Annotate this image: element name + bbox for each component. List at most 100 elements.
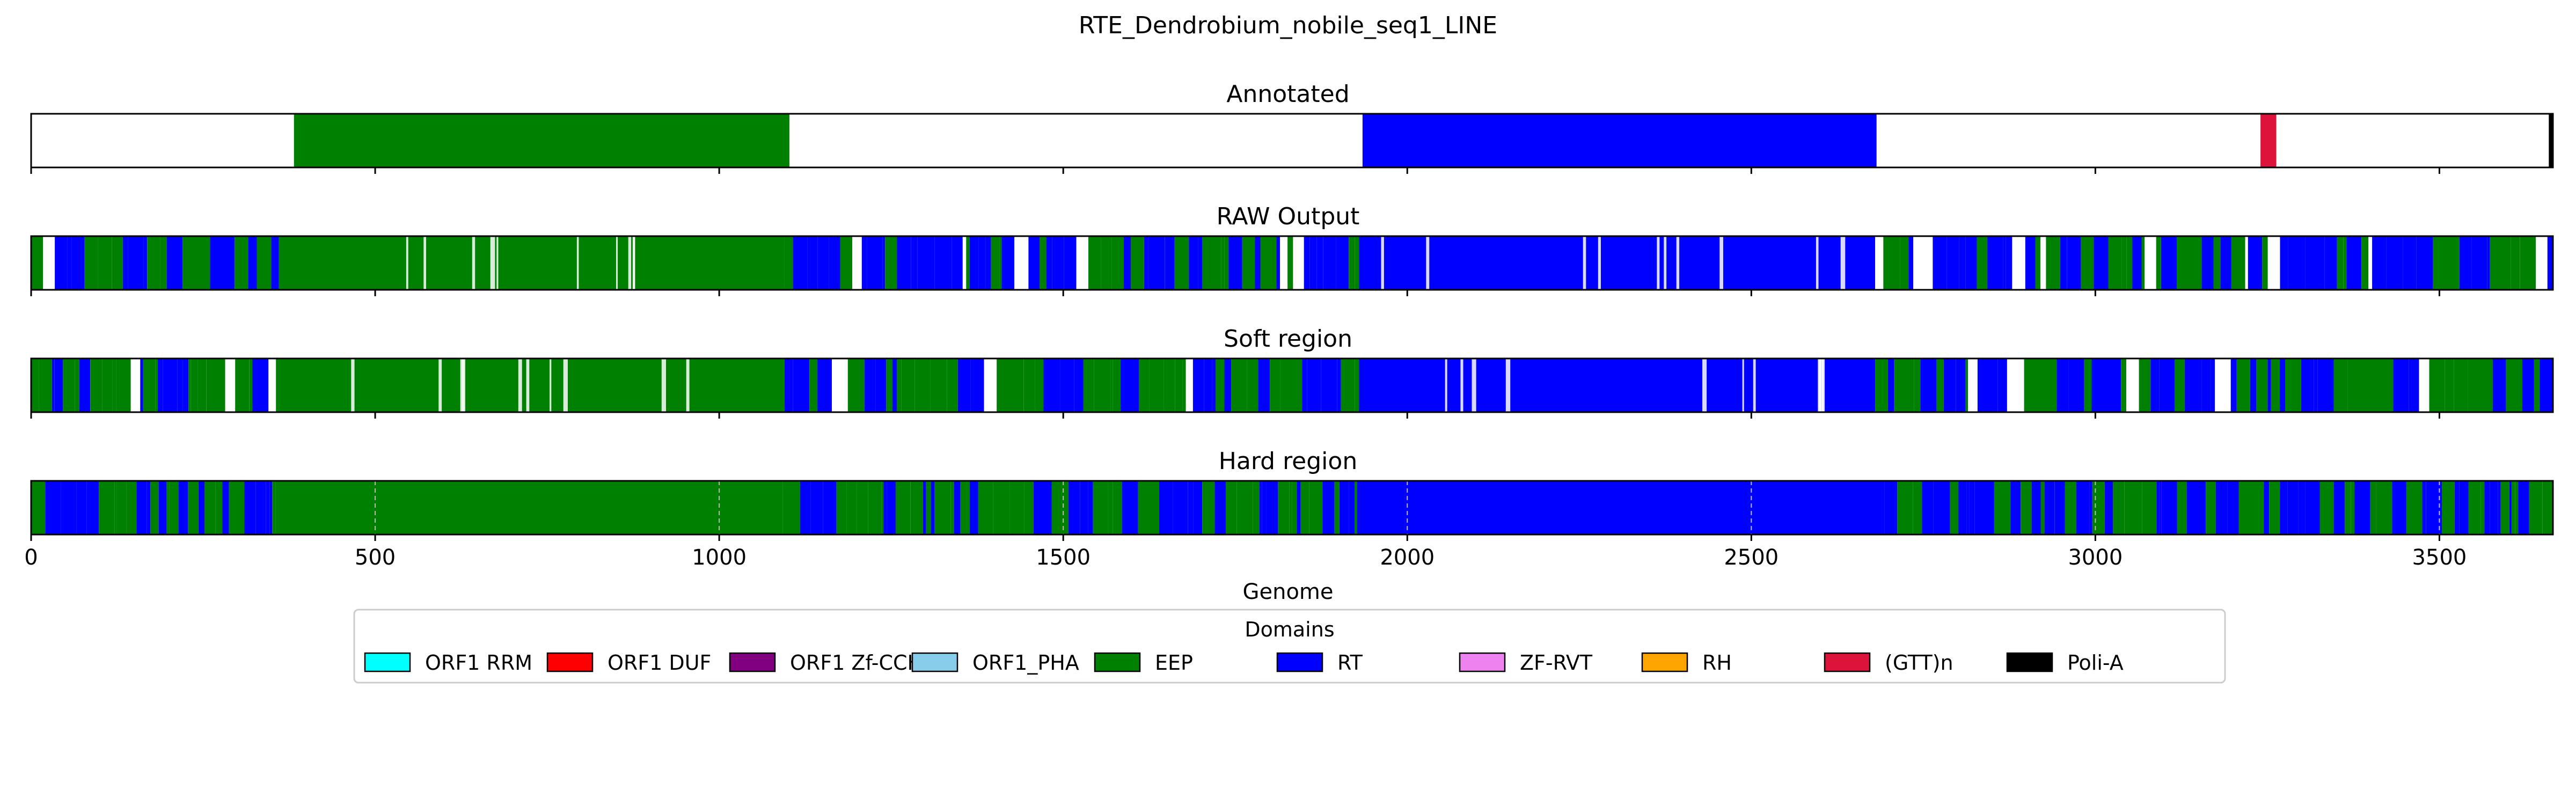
domain-segment bbox=[257, 236, 272, 290]
domain-segment bbox=[2490, 481, 2498, 535]
legend-item: ORF1 Zf-CCHC bbox=[729, 651, 937, 675]
segment-gap bbox=[1753, 358, 1756, 412]
domain-segment bbox=[2494, 236, 2511, 290]
domain-segment bbox=[43, 236, 55, 290]
domain-segment bbox=[2245, 236, 2248, 290]
domain-segment bbox=[966, 236, 970, 290]
domain-segment bbox=[2490, 236, 2494, 290]
segment-gap bbox=[1583, 236, 1586, 290]
domain-segment bbox=[1355, 481, 1357, 535]
segment-gap bbox=[628, 236, 632, 290]
domain-segment bbox=[225, 358, 236, 412]
domain-segment bbox=[2547, 236, 2553, 290]
domain-segment bbox=[191, 236, 206, 290]
domain-segment bbox=[2046, 236, 2060, 290]
domain-segment bbox=[2236, 358, 2250, 412]
domain-segment bbox=[910, 481, 923, 535]
domain-segment bbox=[1216, 358, 1225, 412]
x-axis: 0 500 1000 1500 2000 2500 3000 3500 bbox=[24, 545, 2467, 570]
domain-segment bbox=[2406, 481, 2423, 535]
domain-segment bbox=[229, 481, 245, 535]
domain-segment bbox=[1359, 358, 1876, 412]
domain-segment bbox=[1300, 481, 1309, 535]
domain-segment bbox=[970, 481, 978, 535]
domain-segment bbox=[188, 481, 199, 535]
domain-segment bbox=[1337, 358, 1341, 412]
domain-segment bbox=[215, 481, 223, 535]
domain-segment bbox=[1316, 236, 1323, 290]
domain-segment bbox=[1144, 236, 1148, 290]
domain-segment bbox=[1210, 236, 1221, 290]
domain-segment bbox=[926, 481, 931, 535]
domain-segment bbox=[2395, 481, 2406, 535]
domain-segment bbox=[2529, 481, 2543, 535]
domain-segment bbox=[218, 236, 235, 290]
domain-segment bbox=[882, 236, 885, 290]
domain-segment bbox=[1913, 481, 1922, 535]
domain-segment bbox=[143, 358, 156, 412]
domain-segment bbox=[2403, 236, 2417, 290]
domain-segment bbox=[917, 236, 935, 290]
domain-segment bbox=[810, 481, 823, 535]
legend-swatch bbox=[1094, 652, 1141, 672]
segment-gap bbox=[571, 481, 576, 535]
domain-segment bbox=[2250, 358, 2257, 412]
domain-segment bbox=[169, 481, 179, 535]
domain-segment bbox=[1946, 236, 1959, 290]
domain-segment bbox=[128, 236, 144, 290]
domain-segment bbox=[800, 481, 811, 535]
domain-segment bbox=[71, 236, 85, 290]
x-tick-label: 1000 bbox=[692, 545, 747, 570]
domain-segment bbox=[1920, 358, 1937, 412]
domain-segment bbox=[807, 236, 818, 290]
domain-segment bbox=[867, 236, 883, 290]
domain-segment bbox=[978, 481, 993, 535]
segment-gap bbox=[1840, 236, 1846, 290]
domain-segment bbox=[1974, 481, 1991, 535]
domain-segment bbox=[1033, 481, 1046, 535]
domain-segment bbox=[2280, 236, 2288, 290]
segment-gap bbox=[1719, 236, 1723, 290]
legend-item: ORF1 DUF bbox=[546, 651, 711, 675]
domain-segment bbox=[1247, 358, 1258, 412]
domain-segment bbox=[1046, 236, 1052, 290]
domain-segment bbox=[2213, 236, 2221, 290]
domain-segment bbox=[1958, 481, 1967, 535]
domain-segment bbox=[892, 358, 897, 412]
domain-segment bbox=[2256, 358, 2268, 412]
domain-segment bbox=[2393, 358, 2409, 412]
domain-segment bbox=[279, 236, 785, 290]
domain-segment bbox=[897, 358, 902, 412]
segment-gap bbox=[472, 236, 475, 290]
domain-segment bbox=[2215, 481, 2228, 535]
domain-segment bbox=[1993, 358, 1998, 412]
domain-segment bbox=[140, 358, 143, 412]
domain-segment bbox=[1258, 358, 1270, 412]
domain-segment bbox=[2031, 481, 2041, 535]
domain-segment bbox=[2468, 358, 2481, 412]
legend-swatch bbox=[729, 652, 776, 672]
domain-segment bbox=[2035, 236, 2041, 290]
domain-segment bbox=[978, 236, 986, 290]
domain-segment bbox=[1204, 358, 1212, 412]
domain-segment bbox=[2346, 236, 2362, 290]
domain-segment bbox=[2498, 481, 2501, 535]
domain-segment bbox=[2012, 236, 2025, 290]
domain-segment bbox=[809, 358, 818, 412]
domain-segment bbox=[2337, 236, 2344, 290]
domain-segment bbox=[1124, 236, 1131, 290]
domain-segment bbox=[294, 114, 789, 167]
domain-segment bbox=[1260, 236, 1277, 290]
domain-segment bbox=[2305, 481, 2320, 535]
domain-segment bbox=[2193, 481, 2206, 535]
domain-segment bbox=[847, 358, 865, 412]
domain-segment bbox=[198, 481, 204, 535]
domain-segment bbox=[2347, 358, 2355, 412]
domain-segment bbox=[1977, 236, 1988, 290]
domain-segment bbox=[954, 481, 961, 535]
domain-segment bbox=[1875, 358, 1888, 412]
domain-segment bbox=[67, 236, 72, 290]
domain-segment bbox=[61, 481, 77, 535]
domain-segment bbox=[1138, 236, 1144, 290]
domain-segment bbox=[931, 481, 935, 535]
